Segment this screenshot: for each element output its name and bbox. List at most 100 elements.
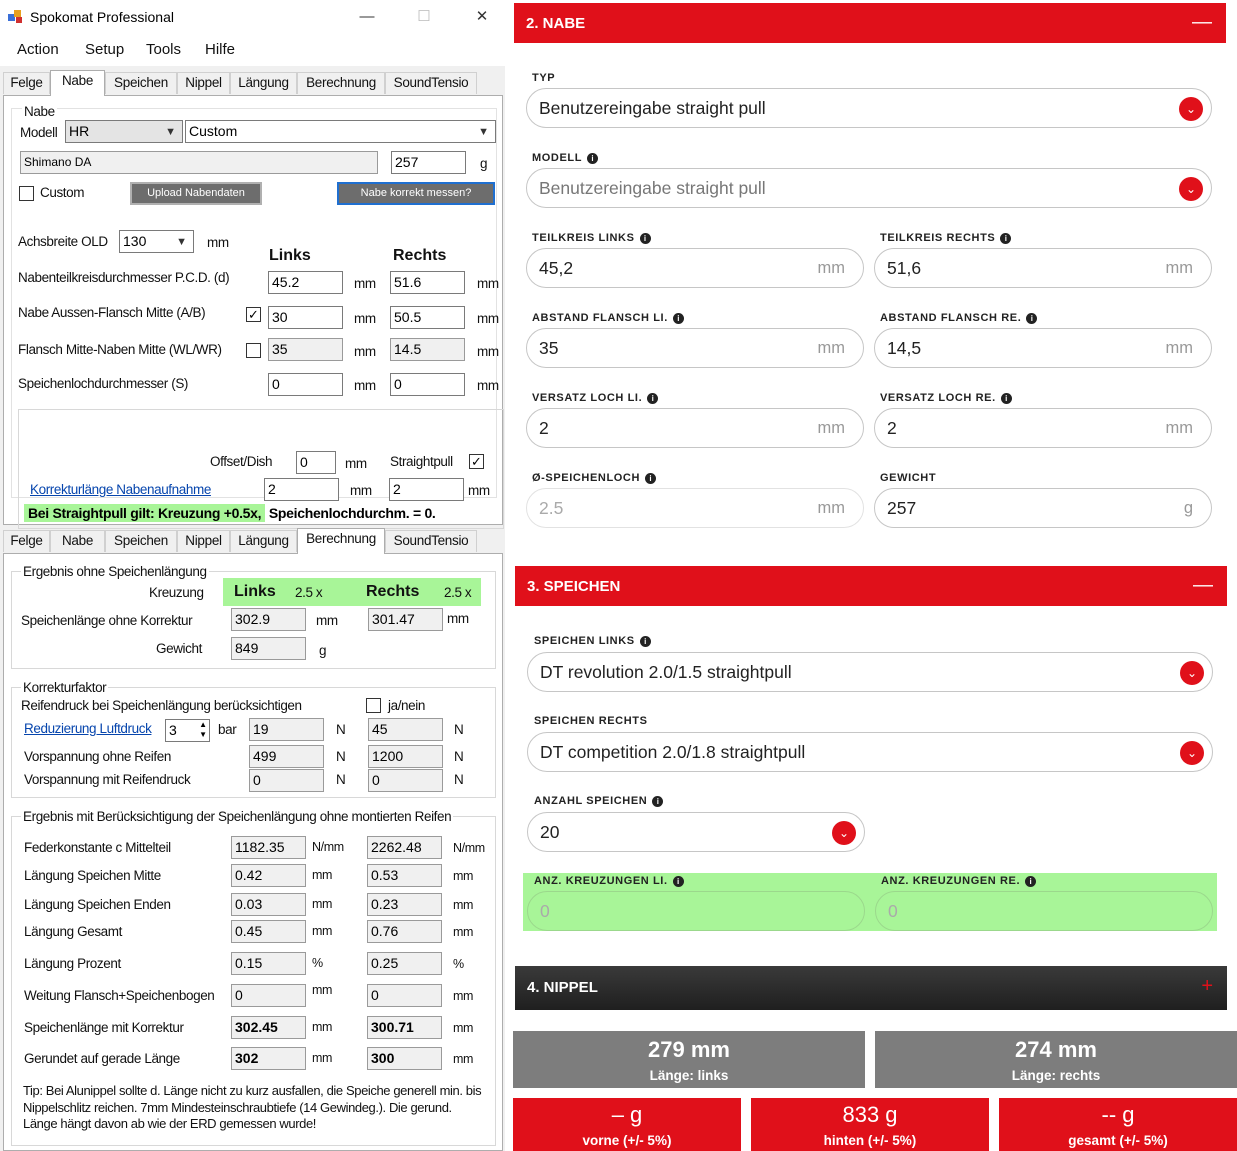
collapse-icon[interactable]: — <box>1192 11 1212 33</box>
achsbreite-select[interactable]: 130 ▼ <box>119 230 194 253</box>
expand-icon[interactable]: + <box>1201 975 1213 997</box>
upload-nabendaten-button[interactable]: Upload Nabendaten <box>130 182 262 205</box>
result-rechts-field[interactable]: 0.76 <box>367 920 442 943</box>
tab-nabe[interactable]: Nabe <box>50 530 105 552</box>
anzahl-speichen-select[interactable]: 20 ⌄ <box>527 812 865 852</box>
result-links-field[interactable]: 1182.35 <box>231 836 306 859</box>
luftdruck-stepper[interactable]: 3 ▲ ▼ <box>165 719 210 742</box>
result-links-field[interactable]: 302.45 <box>231 1016 306 1039</box>
vorsp-mit-rechts[interactable]: 0 <box>368 769 443 792</box>
tab-speichen[interactable]: Speichen <box>105 530 177 552</box>
loch-links-field[interactable]: 0 <box>268 373 343 396</box>
vorsp-mit-links[interactable]: 0 <box>249 769 324 792</box>
result-rechts-field[interactable]: 300.71 <box>367 1016 442 1039</box>
modell-select[interactable]: HR ▼ <box>65 120 183 143</box>
teilkreis-links-field[interactable]: 45,2 mm <box>526 248 864 288</box>
typ-select[interactable]: Benutzereingabe straight pull ⌄ <box>526 88 1212 128</box>
laenge-ohne-rechts[interactable]: 301.47 <box>368 608 443 631</box>
tab-laengung[interactable]: Längung <box>230 530 297 552</box>
info-icon[interactable]: i <box>1026 313 1038 324</box>
stepper-arrows-icon[interactable]: ▲ ▼ <box>199 720 207 739</box>
nabe-name-field[interactable]: Shimano DA <box>20 151 378 174</box>
result-rechts-field[interactable]: 0.23 <box>367 893 442 916</box>
ja-nein-checkbox[interactable] <box>366 698 381 713</box>
straightpull-checkbox[interactable]: ✓ <box>469 454 484 469</box>
info-icon[interactable]: i <box>1000 393 1012 404</box>
collapse-icon[interactable]: — <box>1193 574 1213 596</box>
gewicht-field[interactable]: 849 <box>231 637 306 660</box>
tab-nabe[interactable]: Nabe <box>50 70 105 96</box>
nabe-section-header[interactable]: 2. NABE — <box>514 3 1226 43</box>
menu-tools[interactable]: Tools <box>146 41 182 58</box>
result-rechts-field[interactable]: 0.25 <box>367 952 442 975</box>
tab-soundtensio[interactable]: SoundTensio <box>385 72 477 94</box>
nabe-weight-field[interactable]: 257 <box>391 151 466 174</box>
kreuzungen-links-field[interactable]: 0 <box>527 891 865 931</box>
result-links-field[interactable]: 0.15 <box>231 952 306 975</box>
tab-felge[interactable]: Felge <box>3 530 50 552</box>
maximize-button[interactable]: ☐ <box>417 8 431 25</box>
menu-action[interactable]: Action <box>17 41 59 58</box>
result-links-field[interactable]: 0.42 <box>231 864 306 887</box>
kreuzungen-rechts-field[interactable]: 0 <box>875 891 1213 931</box>
info-icon[interactable]: i <box>672 313 684 324</box>
result-rechts-field[interactable]: 2262.48 <box>367 836 442 859</box>
info-icon[interactable]: i <box>1000 233 1012 244</box>
vorsp-ohne-links[interactable]: 499 <box>249 745 324 768</box>
minimize-button[interactable]: — <box>359 8 375 25</box>
result-links-field[interactable]: 0.03 <box>231 893 306 916</box>
info-icon[interactable]: i <box>672 876 684 887</box>
teilkreis-rechts-field[interactable]: 51,6 mm <box>874 248 1212 288</box>
web-gewicht-field[interactable]: 257 g <box>874 488 1212 528</box>
reduzierung-luftdruck-link[interactable]: Reduzierung Luftdruck <box>24 721 152 736</box>
speichen-links-select[interactable]: DT revolution 2.0/1.5 straightpull ⌄ <box>527 652 1213 692</box>
flansch-links-field[interactable]: 35 <box>268 338 343 361</box>
tab-soundtensio[interactable]: SoundTensio <box>385 530 477 552</box>
tab-berechnung[interactable]: Berechnung <box>297 528 385 554</box>
info-icon[interactable]: i <box>1025 876 1037 887</box>
info-icon[interactable]: i <box>587 153 599 164</box>
tab-felge[interactable]: Felge <box>3 72 50 94</box>
menu-setup[interactable]: Setup <box>85 41 125 58</box>
aussen-rechts-field[interactable]: 50.5 <box>390 306 465 329</box>
laenge-ohne-links[interactable]: 302.9 <box>231 608 306 631</box>
result-links-field[interactable]: 0.45 <box>231 920 306 943</box>
aussen-links-field[interactable]: 30 <box>268 306 343 329</box>
web-modell-select[interactable]: Benutzereingabe straight pull ⌄ <box>526 168 1212 208</box>
info-icon[interactable]: i <box>639 233 651 244</box>
speichenloch-field[interactable]: 2.5 mm <box>526 488 864 528</box>
nippel-section-header[interactable]: 4. NIPPEL + <box>515 966 1227 1010</box>
versatz-links-field[interactable]: 2 mm <box>526 408 864 448</box>
result-links-field[interactable]: 302 <box>231 1047 306 1070</box>
tab-laengung[interactable]: Längung <box>230 72 297 94</box>
flansch-rechts-field[interactable]: 14.5 <box>390 338 465 361</box>
info-icon[interactable]: i <box>645 473 657 484</box>
korrektur-rechts-field[interactable]: 2 <box>389 478 464 501</box>
result-rechts-field[interactable]: 0.53 <box>367 864 442 887</box>
speichen-section-header[interactable]: 3. SPEICHEN — <box>515 566 1227 606</box>
result-links-field[interactable]: 0 <box>231 984 306 1007</box>
custom-checkbox[interactable] <box>19 186 34 201</box>
info-icon[interactable]: i <box>652 796 664 807</box>
info-icon[interactable]: i <box>639 636 651 647</box>
tab-nippel[interactable]: Nippel <box>177 530 230 552</box>
offset-field[interactable]: 0 <box>296 451 336 474</box>
loch-rechts-field[interactable]: 0 <box>390 373 465 396</box>
result-rechts-field[interactable]: 300 <box>367 1047 442 1070</box>
tab-nippel[interactable]: Nippel <box>177 72 230 94</box>
tab-speichen[interactable]: Speichen <box>105 72 177 94</box>
menu-hilfe[interactable]: Hilfe <box>205 41 236 58</box>
korrektur-links-field[interactable]: 2 <box>264 478 339 501</box>
info-icon[interactable]: i <box>647 393 659 404</box>
reduz-rechts[interactable]: 45 <box>368 718 443 741</box>
flansch-mitte-checkbox[interactable] <box>246 343 261 358</box>
versatz-rechts-field[interactable]: 2 mm <box>874 408 1212 448</box>
result-rechts-field[interactable]: 0 <box>367 984 442 1007</box>
korrekturlaenge-link[interactable]: Korrekturlänge Nabenaufnahme <box>30 482 211 497</box>
pcd-links-field[interactable]: 45.2 <box>268 271 343 294</box>
aussen-flansch-checkbox[interactable]: ✓ <box>246 307 261 322</box>
close-button[interactable]: ✕ <box>475 8 489 25</box>
tab-berechnung[interactable]: Berechnung <box>297 72 385 94</box>
nabe-messen-button[interactable]: Nabe korrekt messen? <box>337 182 495 205</box>
vorsp-ohne-rechts[interactable]: 1200 <box>368 745 443 768</box>
